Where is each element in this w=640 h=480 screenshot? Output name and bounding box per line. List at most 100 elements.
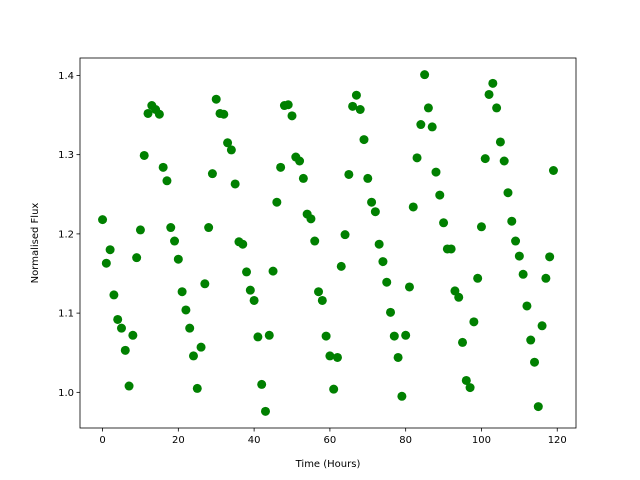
point [473, 273, 483, 283]
point [340, 230, 350, 240]
point [545, 252, 555, 262]
point [98, 215, 108, 225]
point [488, 78, 498, 88]
point [423, 103, 433, 113]
point [332, 352, 342, 362]
point [336, 261, 346, 271]
point [401, 330, 411, 340]
point [154, 109, 164, 119]
point [283, 100, 293, 110]
point [249, 295, 259, 305]
point [393, 352, 403, 362]
point [287, 111, 297, 121]
point [268, 266, 278, 276]
point [219, 109, 229, 119]
point [439, 218, 449, 228]
point [306, 214, 316, 224]
x-axis-label: Time (Hours) [295, 459, 361, 470]
point [476, 222, 486, 232]
point [185, 323, 195, 333]
point [465, 383, 475, 393]
point [492, 103, 502, 113]
point [507, 216, 517, 226]
point [226, 145, 236, 155]
point [325, 351, 335, 361]
y-tick-label: 1.2 [58, 229, 74, 240]
point [363, 173, 373, 183]
y-tick-label: 1.3 [58, 150, 74, 161]
point [431, 167, 441, 177]
point [253, 332, 263, 342]
point [272, 197, 282, 207]
point [435, 190, 445, 200]
point [454, 292, 464, 302]
point [408, 202, 418, 212]
y-tick-label: 1.1 [58, 309, 74, 320]
point [181, 305, 191, 315]
point [109, 290, 119, 300]
point [230, 179, 240, 189]
point [166, 223, 176, 233]
point [238, 239, 248, 249]
point [135, 225, 145, 235]
x-tick-label: 80 [399, 435, 412, 446]
point [541, 273, 551, 283]
point [188, 351, 198, 361]
point [128, 330, 138, 340]
x-tick-label: 120 [548, 435, 567, 446]
point [367, 197, 377, 207]
point [374, 239, 384, 249]
point [143, 108, 153, 118]
point [173, 254, 183, 264]
point [317, 295, 327, 305]
point [314, 287, 324, 297]
point [321, 331, 331, 341]
x-tick-label: 60 [324, 435, 337, 446]
point [223, 138, 233, 148]
point [276, 162, 286, 172]
point [329, 384, 339, 394]
point [344, 169, 354, 179]
point [397, 391, 407, 401]
point [378, 257, 388, 267]
point [469, 317, 479, 327]
point [211, 94, 221, 104]
point [522, 301, 532, 311]
point [412, 153, 422, 163]
point [533, 402, 543, 412]
x-tick-label: 100 [472, 435, 491, 446]
point [124, 381, 134, 391]
point [386, 307, 396, 317]
point [480, 154, 490, 164]
point [257, 379, 267, 389]
point [518, 269, 528, 279]
y-tick-label: 1.4 [58, 71, 74, 82]
point [245, 285, 255, 295]
point [264, 330, 274, 340]
point [116, 323, 126, 333]
plot-frame [79, 57, 577, 429]
point [200, 279, 210, 289]
point [458, 337, 468, 347]
point [420, 70, 430, 80]
x-tick-label: 0 [99, 435, 105, 446]
point [537, 321, 547, 331]
point [177, 287, 187, 297]
point [427, 122, 437, 132]
point [530, 357, 540, 367]
point [170, 236, 180, 246]
point [503, 188, 513, 198]
point [355, 104, 365, 114]
point [192, 383, 202, 393]
y-tick-label: 1.0 [58, 388, 74, 399]
x-tick-label: 20 [172, 435, 185, 446]
point [495, 137, 505, 147]
point [416, 120, 426, 130]
point [207, 169, 217, 179]
point [310, 236, 320, 246]
point [132, 253, 142, 263]
point [158, 162, 168, 172]
point [446, 244, 456, 254]
